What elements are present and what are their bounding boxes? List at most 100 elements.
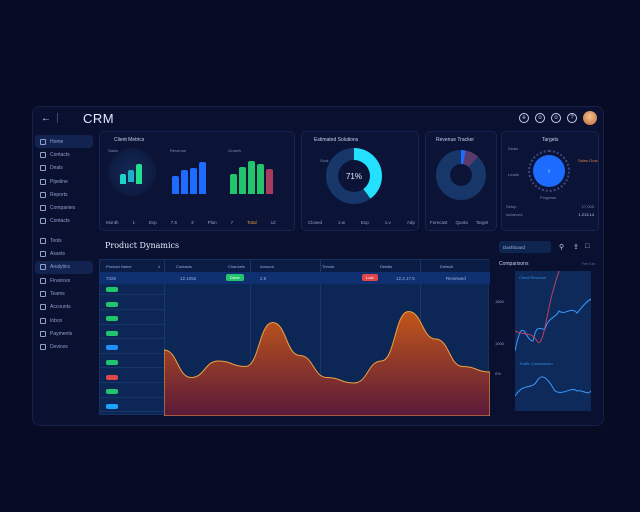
gauge-label: Deals [508, 146, 519, 151]
sidebar-item-contacts[interactable]: Contacts [35, 215, 93, 228]
sidebar-item-label: Payments [50, 330, 73, 337]
area-chart [164, 310, 490, 416]
table-row[interactable]: 7.0.2 [100, 313, 164, 325]
sidebar-item-label: Accounts [50, 304, 71, 311]
sidebar-item-home[interactable]: Home [35, 135, 93, 149]
footer-item: 7.5 [170, 220, 178, 225]
footer-item: 1 [132, 220, 136, 225]
table-row[interactable]: 7.3.5 [100, 284, 164, 296]
crm-window: ← CRM e o o ? Home Contacts Deals Pipeline R… [32, 106, 604, 426]
sidebar-item-label: Inbox [50, 317, 63, 324]
column-header[interactable]: ≥ [158, 264, 161, 269]
revenue-bars [170, 158, 214, 194]
footer-item: 3 [191, 220, 194, 225]
sidebar-item-companies[interactable]: Companies [35, 201, 93, 214]
search-input[interactable]: Dashboard [499, 241, 551, 253]
table-row[interactable]: 7.8.8 [100, 372, 164, 383]
y-label: 1000 [495, 341, 504, 346]
table-row[interactable]: 7.3.0 [100, 299, 164, 310]
settings-icon[interactable]: o [535, 113, 545, 123]
sidebar-item-pipeline[interactable]: Pipeline [35, 175, 93, 188]
table-header: Product Name ≥ Contacts Channels Amount Trend… [100, 260, 490, 272]
companies-icon [40, 205, 46, 212]
sidebar-item-finances[interactable]: Finances [35, 274, 93, 287]
devices-icon [40, 344, 46, 351]
app-title: CRM [83, 111, 115, 126]
sub-label: Revenue [170, 148, 187, 153]
donut1-footer: Closed 1.w Exp 1.v Adp [308, 220, 415, 225]
chart-label: Client Revenue [519, 275, 547, 280]
sidebar-item-deals[interactable]: Deals [35, 162, 93, 175]
sidebar-item-contacts[interactable]: Contacts [35, 148, 93, 161]
targets-card: Targets Deals Leads Sales Goal › Progres… [501, 131, 599, 231]
export-icon[interactable]: ⇪ [573, 244, 579, 251]
notifications-icon[interactable]: e [519, 113, 529, 123]
table-row[interactable]: 7.0.8 [100, 386, 164, 398]
gauge-chart: › [528, 150, 570, 192]
growth-bars [228, 158, 284, 194]
sidebar-item-label: Pipeline [50, 178, 68, 185]
sidebar-item-label: Teams [50, 290, 65, 297]
sidebar-item-inbox[interactable]: Inbox [35, 314, 93, 327]
footer-item: Adp [406, 220, 415, 225]
accounts-icon [40, 304, 46, 311]
date-range[interactable]: Feb 1st [581, 261, 595, 266]
gauge-label: Leads [508, 172, 519, 177]
cell: Reviewed [446, 276, 466, 281]
play-icon[interactable]: › [533, 155, 565, 187]
sidebar-item-assets[interactable]: Assets [35, 247, 93, 260]
messages-icon[interactable]: o [551, 113, 561, 123]
donut-chart [436, 150, 486, 200]
column-header[interactable]: Default [440, 264, 453, 269]
footer-item: Total [247, 220, 257, 225]
cell: 12,2,17.5 [396, 276, 415, 281]
sidebar-item-label: Tools [50, 237, 62, 244]
status-badge [106, 330, 118, 336]
column-header[interactable]: Channels [228, 264, 245, 269]
revenue-tracker-card: Revenue Tracker Forecast Quota Target [425, 131, 497, 231]
card-title: Targets [542, 137, 559, 143]
sidebar-item-teams[interactable]: Teams [35, 287, 93, 300]
sidebar-item-tools[interactable]: Tools [35, 234, 93, 247]
help-icon[interactable]: ? [567, 113, 577, 123]
delete-icon[interactable]: □ [585, 243, 590, 250]
sidebar-item-accounts[interactable]: Accounts [35, 301, 93, 314]
sidebar-item-label: Home [50, 138, 64, 145]
sidebar-item-payments[interactable]: Payments [35, 327, 93, 340]
sidebar-item-analytics[interactable]: Analytics [35, 260, 93, 274]
table-row[interactable]: 7.0.3 [100, 328, 164, 340]
avatar[interactable] [583, 111, 597, 125]
sidebar-item-label: Devices [50, 344, 68, 351]
column-header[interactable]: Contacts [176, 264, 192, 269]
table-row[interactable]: 7.3.0 [100, 401, 164, 413]
cell: 2.5 [260, 276, 267, 281]
column-header[interactable]: Trends [322, 264, 335, 269]
sidebar-item-label: Contacts [50, 151, 70, 158]
column-header[interactable]: Amount [260, 264, 274, 269]
column-header[interactable]: Product Name [106, 264, 132, 269]
inbox-icon [40, 317, 46, 324]
column-header[interactable]: Details [380, 264, 393, 269]
table-row[interactable]: 7.1.3 [100, 342, 164, 354]
table-row[interactable]: 7325 12,1052 2.5 12,2,17.5 Reviewed Done Lost [100, 272, 490, 284]
comparison-chart: Client Revenue Traffic Comparison [515, 271, 591, 411]
status-badge: Lost [362, 274, 378, 281]
sidebar-item-devices[interactable]: Devices [35, 340, 93, 353]
status-badge [106, 316, 118, 322]
footer-item: Quota [455, 220, 468, 225]
sidebar-item-label: Contacts [50, 218, 70, 225]
footer-item: Target [475, 220, 489, 225]
sidebar-item-reports[interactable]: Reports [35, 188, 93, 201]
footer-item: 1.v [384, 220, 391, 225]
donut2-footer: Forecast Quota Target [430, 220, 488, 225]
status-badge [106, 301, 118, 307]
table-row[interactable]: 7.3.5 [100, 357, 164, 369]
metrics-footer: Month 1 Exp 7.5 3 Plan 7 Total 12 [106, 220, 276, 225]
pipeline-icon [40, 178, 46, 185]
gauge-label: Sales Goal [578, 158, 598, 163]
home-icon [40, 138, 46, 145]
search-icon[interactable]: ⚲ [559, 244, 565, 251]
back-arrow-icon[interactable]: ← [41, 113, 51, 124]
product-table: Product Name ≥ Contacts Channels Amount Trend… [99, 259, 490, 416]
cell: 12,1052 [180, 276, 197, 281]
